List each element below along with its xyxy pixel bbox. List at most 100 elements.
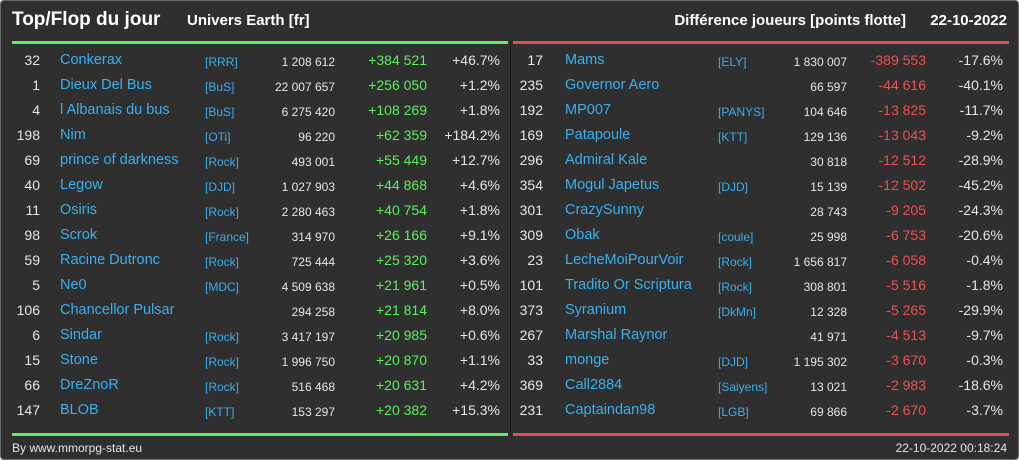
table-row: 101 Tradito Or Scriptura [Rock] 308 801 -5 5… (513, 273, 1009, 298)
points-difference: -389 553 (870, 52, 926, 68)
player-name-link[interactable]: Mogul Japetus (565, 177, 660, 193)
alliance-tag-link[interactable]: [KTT] (718, 130, 748, 144)
percent-change: -9.7% (966, 327, 1003, 343)
player-points: 12 328 (810, 305, 847, 319)
player-name-link[interactable]: BLOB (60, 402, 99, 418)
player-name-link[interactable]: Racine Dutronc (60, 252, 160, 268)
player-name-link[interactable]: Tradito Or Scriptura (565, 277, 692, 293)
player-name-link[interactable]: Captaindan98 (565, 402, 656, 418)
table-row: 11 Osiris [Rock] 2 280 463 +40 754 +1.8% (12, 198, 508, 223)
table-row: 147 BLOB [KTT] 153 297 +20 382 +15.3% (12, 398, 508, 423)
player-name-link[interactable]: LecheMoiPourVoir (565, 252, 684, 268)
player-name-link[interactable]: Scrok (60, 227, 98, 243)
player-name-link[interactable]: Governor Aero (565, 77, 660, 93)
player-name-link[interactable]: Admiral Kale (565, 152, 648, 168)
player-name-link[interactable]: Sindar (60, 327, 102, 343)
player-rank: 309 (519, 227, 543, 243)
player-name-link[interactable]: DreZnoR (60, 377, 119, 393)
top-gainers-table: 32 Conkerax [RRR] 1 208 612 +384 521 +46.7% 1 D… (12, 41, 508, 436)
player-name-link[interactable]: Stone (60, 352, 98, 368)
alliance-tag-link[interactable]: [BuS] (205, 105, 235, 119)
player-rank: 354 (519, 177, 543, 193)
points-difference: +62 359 (376, 127, 427, 143)
player-name-link[interactable]: Patapoule (565, 127, 631, 143)
player-rank: 4 (32, 102, 40, 118)
alliance-tag-link[interactable]: [DJD] (718, 180, 748, 194)
player-rank: 11 (25, 202, 40, 218)
player-rank: 69 (24, 152, 40, 168)
player-name-link[interactable]: Osiris (60, 202, 98, 218)
player-rank: 192 (519, 102, 543, 118)
alliance-tag-link[interactable]: [Saiyens] (718, 380, 768, 394)
alliance-tag-link[interactable]: [Rock] (205, 155, 240, 169)
player-name-link[interactable]: MP007 (565, 102, 611, 118)
percent-change: +0.5% (459, 277, 500, 293)
alliance-tag-link[interactable]: [OTi] (205, 130, 231, 144)
percent-change: -17.6% (958, 52, 1003, 68)
player-name-link[interactable]: CrazySunny (565, 202, 644, 218)
player-rank: 66 (24, 377, 40, 393)
player-points: 3 417 197 (281, 330, 335, 344)
header: Top/Flop du jour Univers Earth [fr] Diff… (1, 1, 1018, 41)
percent-change: +15.3% (452, 402, 500, 418)
percent-change: +46.7% (452, 52, 500, 68)
alliance-tag-link[interactable]: [ELY] (718, 55, 747, 69)
table-row: 15 Stone [Rock] 1 996 750 +20 870 +1.1% (12, 348, 508, 373)
alliance-tag-link[interactable]: [Rock] (205, 355, 240, 369)
player-name-link[interactable]: Call2884 (565, 377, 623, 393)
percent-change: -0.3% (966, 352, 1003, 368)
player-name-link[interactable]: Ne0 (60, 277, 87, 293)
table-row: 192 MP007 [PANYS] 104 646 -13 825 -11.7% (513, 98, 1009, 123)
player-name-link[interactable]: Dieux Del Bus (60, 77, 152, 93)
percent-change: -0.4% (966, 252, 1003, 268)
points-difference: +384 521 (368, 52, 427, 68)
percent-change: -9.2% (966, 127, 1003, 143)
header-date: 22-10-2022 (930, 12, 1007, 29)
alliance-tag-link[interactable]: [DkMn] (718, 305, 757, 319)
player-points: 1 027 903 (281, 180, 335, 194)
player-points: 104 646 (803, 105, 847, 119)
alliance-tag-link[interactable]: [DJD] (718, 355, 748, 369)
player-name-link[interactable]: Conkerax (60, 52, 123, 68)
player-name-link[interactable]: l Albanais du bus (60, 102, 170, 118)
table-row: 98 Scrok [France] 314 970 +26 166 +9.1% (12, 223, 508, 248)
table-row: 354 Mogul Japetus [DJD] 15 139 -12 502 -45.2% (513, 173, 1009, 198)
player-name-link[interactable]: monge (565, 352, 610, 368)
alliance-tag-link[interactable]: [Rock] (205, 330, 240, 344)
alliance-tag-link[interactable]: [Rock] (205, 205, 240, 219)
alliance-tag-link[interactable]: [France] (205, 230, 250, 244)
player-name-link[interactable]: Mams (565, 52, 605, 68)
alliance-tag-link[interactable]: [Rock] (718, 280, 753, 294)
alliance-tag-link[interactable]: [PANYS] (718, 105, 765, 119)
player-points: 28 743 (810, 205, 847, 219)
player-name-link[interactable]: Nim (60, 127, 86, 143)
player-rank: 40 (24, 177, 40, 193)
player-rank: 147 (16, 402, 40, 418)
footer-timestamp: 22-10-2022 00:18:24 (895, 441, 1007, 455)
player-name-link[interactable]: Syranium (565, 302, 627, 318)
table-row: 59 Racine Dutronc [Rock] 725 444 +25 320 +3.6… (12, 248, 508, 273)
alliance-tag-link[interactable]: [DJD] (205, 180, 235, 194)
player-name-link[interactable]: Legow (60, 177, 103, 193)
alliance-tag-link[interactable]: [MDC] (205, 280, 239, 294)
alliance-tag-link[interactable]: [RRR] (205, 55, 238, 69)
alliance-tag-link[interactable]: [LGB] (718, 405, 749, 419)
player-name-link[interactable]: prince of darkness (60, 152, 179, 168)
points-difference: -13 043 (878, 127, 926, 143)
alliance-tag-link[interactable]: [Rock] (718, 255, 753, 269)
alliance-tag-link[interactable]: [Rock] (205, 380, 240, 394)
alliance-tag-link[interactable]: [coule] (718, 230, 754, 244)
table-row: 301 CrazySunny 28 743 -9 205 -24.3% (513, 198, 1009, 223)
player-points: 1 656 817 (793, 255, 847, 269)
points-difference: -12 512 (878, 152, 926, 168)
player-name-link[interactable]: Marshal Raynor (565, 327, 668, 343)
percent-change: +184.2% (444, 127, 500, 143)
alliance-tag-link[interactable]: [BuS] (205, 80, 235, 94)
player-points: 41 971 (810, 330, 847, 344)
alliance-tag-link[interactable]: [Rock] (205, 255, 240, 269)
player-name-link[interactable]: Obak (565, 227, 600, 243)
percent-change: -3.7% (966, 402, 1003, 418)
alliance-tag-link[interactable]: [KTT] (205, 405, 235, 419)
player-name-link[interactable]: Chancellor Pulsar (60, 302, 175, 318)
table-row: 1 Dieux Del Bus [BuS] 22 007 657 +256 050 +1.… (12, 73, 508, 98)
